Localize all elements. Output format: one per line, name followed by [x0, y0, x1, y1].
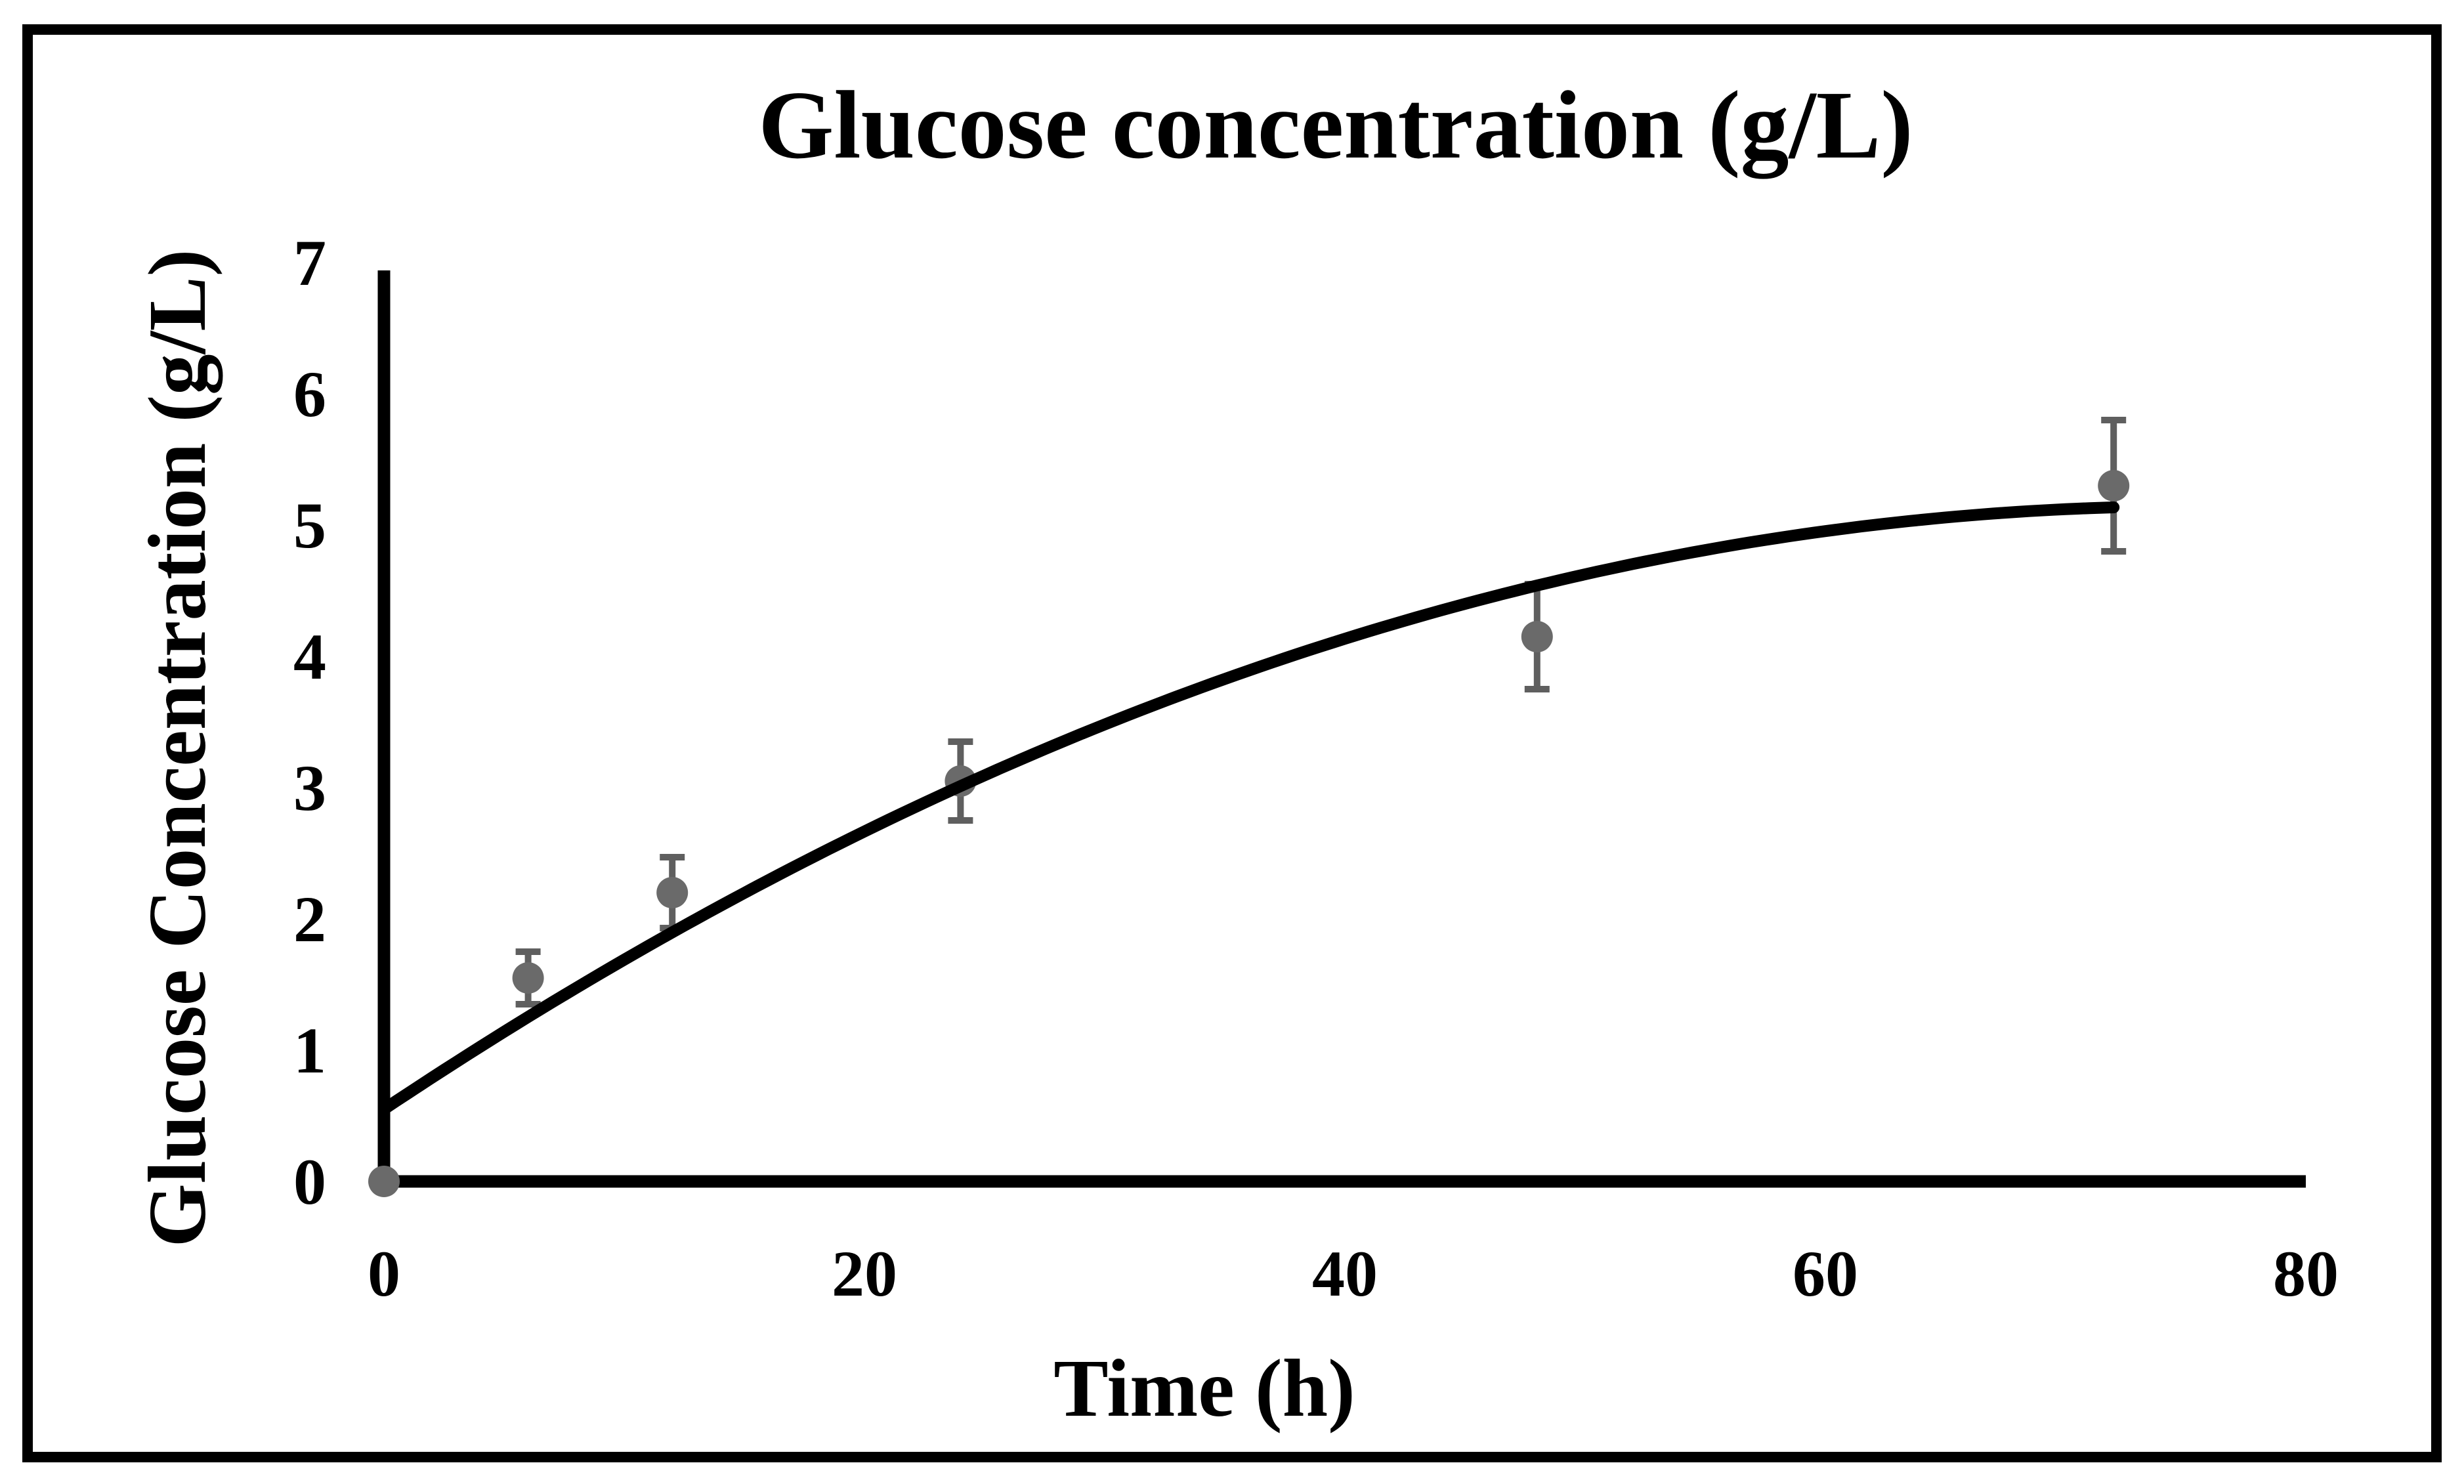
y-tick-label: 1: [293, 1014, 326, 1087]
data-point-marker: [1521, 621, 1553, 652]
y-axis-title: Glucose Concentration (g/L): [133, 249, 223, 1248]
figure-border: [22, 24, 2442, 1462]
chart-title: Glucose concentration (g/L): [758, 72, 1913, 179]
y-tick-label: 6: [293, 358, 326, 431]
trendline-curve: [378, 501, 2120, 1115]
data-point-marker: [2098, 470, 2130, 501]
x-tick-label: 0: [368, 1237, 400, 1310]
data-point-marker: [368, 1166, 400, 1197]
x-axis-tick-labels: 0 20 40 60 80: [368, 1237, 2339, 1310]
data-point-marker: [656, 877, 689, 908]
y-tick-label: 4: [293, 620, 326, 693]
x-tick-label: 20: [832, 1237, 897, 1310]
x-tick-label: 80: [2273, 1237, 2339, 1310]
y-tick-label: 5: [293, 489, 326, 562]
x-axis-title: Time (h): [1053, 1344, 1355, 1434]
x-tick-label: 60: [1793, 1237, 1858, 1310]
x-tick-label: 40: [1312, 1237, 1378, 1310]
y-axis-tick-labels: 0 1 2 3 4 5 6 7: [293, 226, 326, 1218]
y-tick-label: 2: [293, 883, 326, 956]
y-tick-label: 3: [293, 752, 326, 824]
y-tick-label: 0: [293, 1145, 326, 1218]
data-point-marker: [512, 962, 544, 994]
y-tick-label: 7: [293, 226, 326, 299]
data-markers-layer: [368, 470, 2130, 1197]
